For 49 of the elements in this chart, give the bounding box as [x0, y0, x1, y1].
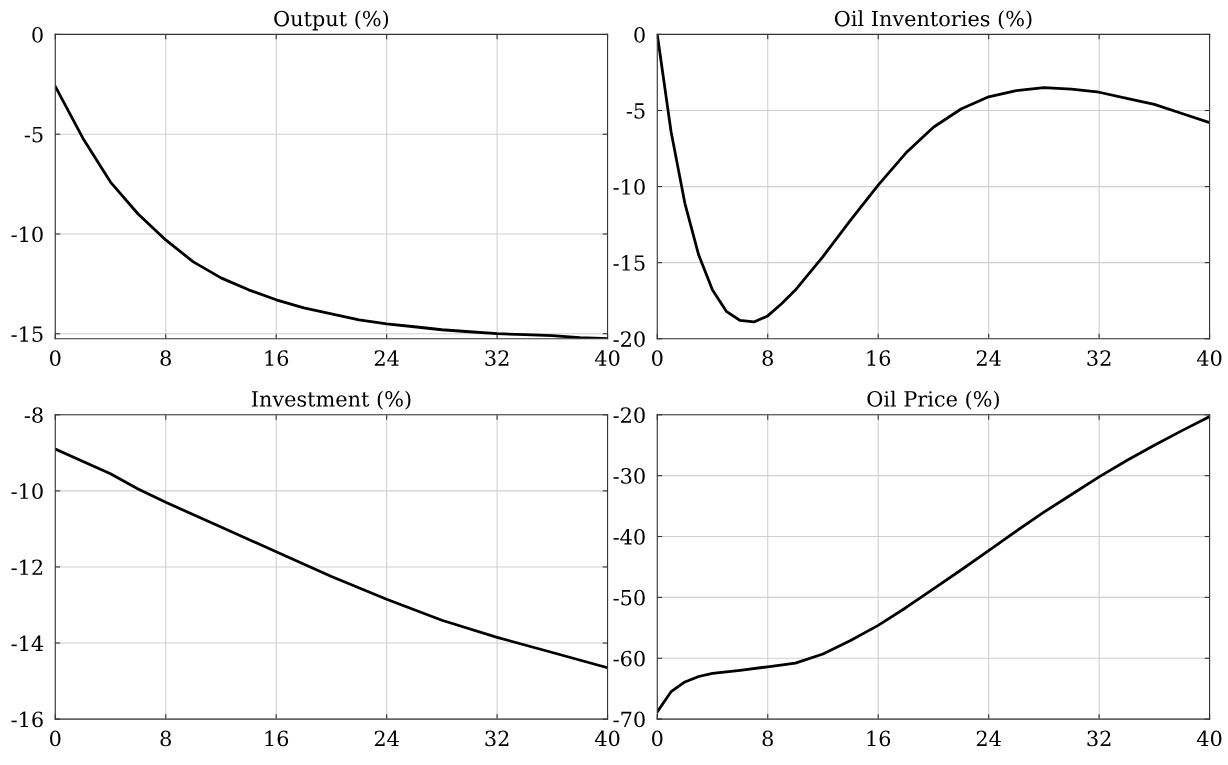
x-tick-label: 40: [1196, 730, 1222, 747]
y-tick-label: -12: [11, 559, 43, 575]
y-tick-label: -20: [613, 331, 645, 347]
y-tick-label: -10: [11, 483, 43, 500]
y-tick-label: -14: [11, 635, 44, 651]
x-tick-label: 32: [1087, 730, 1111, 747]
y-tick-label: -16: [11, 711, 43, 728]
chart-title: Oil Price (%): [867, 390, 999, 410]
x-tick-label: 8: [160, 350, 171, 366]
x-tick-label: 16: [867, 730, 891, 747]
chart-title: Investment (%): [251, 390, 411, 410]
x-tick-label: 0: [652, 350, 663, 366]
x-tick-label: 32: [485, 730, 509, 747]
x-tick-label: 16: [867, 350, 891, 366]
chart-title: Oil Inventories (%): [834, 10, 1032, 30]
x-tick-label: 24: [976, 730, 1001, 747]
x-tick-label: 16: [265, 730, 289, 747]
x-tick-label: 0: [652, 730, 663, 747]
x-tick-label: 16: [265, 350, 289, 366]
y-tick-label: -5: [24, 126, 43, 143]
y-tick-label: -5: [626, 103, 645, 119]
y-tick-label: -30: [613, 468, 645, 484]
x-tick-label: 0: [50, 350, 61, 366]
x-tick-label: 8: [160, 730, 171, 747]
y-tick-label: 0: [634, 26, 645, 43]
line-series: [55, 447, 608, 670]
y-tick-label: -60: [613, 650, 645, 667]
y-tick-label: -10: [11, 226, 43, 243]
y-tick-label: -8: [24, 407, 43, 424]
x-tick-label: 40: [594, 350, 620, 366]
x-tick-label: 40: [594, 730, 620, 747]
chart-title: Output (%): [274, 10, 389, 31]
y-tick-label: -15: [11, 326, 43, 342]
y-tick-label: -70: [613, 711, 645, 728]
x-tick-label: 8: [762, 350, 773, 366]
x-tick-label: 0: [50, 730, 61, 747]
y-tick-label: 0: [32, 26, 43, 43]
x-tick-label: 32: [485, 350, 509, 366]
x-tick-label: 8: [762, 730, 773, 747]
x-tick-label: 40: [1196, 350, 1222, 366]
x-tick-label: 24: [374, 350, 399, 366]
y-tick-label: -40: [613, 528, 645, 545]
y-tick-label: -20: [613, 407, 645, 424]
y-tick-label: -15: [613, 255, 645, 271]
y-tick-label: -10: [613, 179, 645, 195]
x-tick-label: 24: [976, 350, 1001, 366]
x-tick-label: 24: [374, 730, 399, 747]
x-tick-label: 32: [1087, 350, 1111, 366]
y-tick-label: -50: [613, 589, 645, 606]
